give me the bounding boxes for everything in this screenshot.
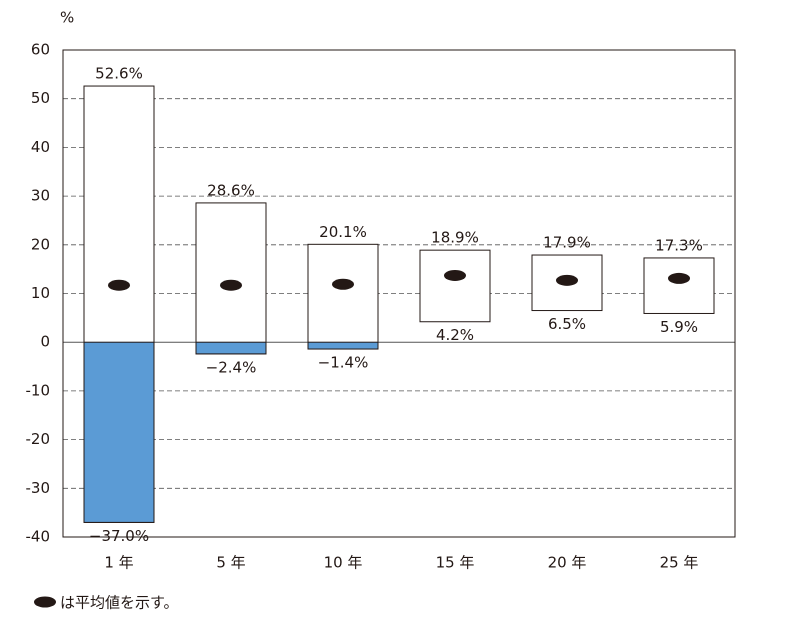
max-label: 18.9% bbox=[431, 229, 479, 247]
min-label: 5.9% bbox=[660, 318, 698, 336]
x-tick-label: 25 年 bbox=[660, 554, 699, 572]
negative-bar bbox=[307, 341, 379, 350]
y-tick-label: 30 bbox=[31, 187, 50, 205]
y-tick-label: -20 bbox=[26, 430, 51, 448]
min-label: 4.2% bbox=[436, 326, 474, 344]
y-tick-label: 50 bbox=[31, 89, 50, 107]
mean-marker bbox=[668, 272, 690, 284]
x-tick-label: 20 年 bbox=[548, 554, 587, 572]
x-tick-label: 1 年 bbox=[104, 554, 133, 572]
max-label: 17.9% bbox=[543, 234, 591, 252]
y-tick-label: 40 bbox=[31, 138, 50, 156]
y-tick-label: -10 bbox=[26, 381, 51, 399]
x-tick-label: 10 年 bbox=[324, 554, 363, 572]
mean-marker bbox=[556, 274, 578, 286]
y-tick-label: -30 bbox=[26, 479, 51, 497]
plot-frame bbox=[62, 49, 736, 538]
mean-marker bbox=[444, 269, 466, 281]
max-label: 52.6% bbox=[95, 65, 143, 83]
min-label: −2.4% bbox=[206, 358, 257, 376]
y-tick-label: 10 bbox=[31, 284, 50, 302]
y-tick-label: 60 bbox=[31, 41, 50, 59]
min-label: −1.4% bbox=[318, 354, 369, 372]
negative-bar bbox=[83, 341, 155, 523]
y-tick-label: 20 bbox=[31, 235, 50, 253]
min-label: −37.0% bbox=[89, 527, 149, 545]
min-label: 6.5% bbox=[548, 315, 586, 333]
max-label: 20.1% bbox=[319, 223, 367, 241]
legend-marker bbox=[34, 596, 56, 608]
max-label: 28.6% bbox=[207, 181, 255, 199]
mean-marker bbox=[108, 279, 130, 291]
y-tick-label: 0 bbox=[40, 333, 50, 351]
legend-label: は平均値を示す。 bbox=[60, 594, 179, 612]
range-bar bbox=[643, 257, 715, 314]
x-tick-label: 5 年 bbox=[216, 554, 245, 572]
range-bar bbox=[307, 243, 379, 350]
range-bar bbox=[419, 249, 491, 323]
range-bar bbox=[195, 202, 267, 355]
mean-marker bbox=[220, 279, 242, 291]
y-axis-label: % bbox=[60, 9, 74, 27]
x-tick-label: 15 年 bbox=[436, 554, 475, 572]
negative-bar bbox=[195, 341, 267, 355]
mean-marker bbox=[332, 278, 354, 290]
y-tick-label: -40 bbox=[26, 528, 51, 546]
max-label: 17.3% bbox=[655, 236, 703, 254]
